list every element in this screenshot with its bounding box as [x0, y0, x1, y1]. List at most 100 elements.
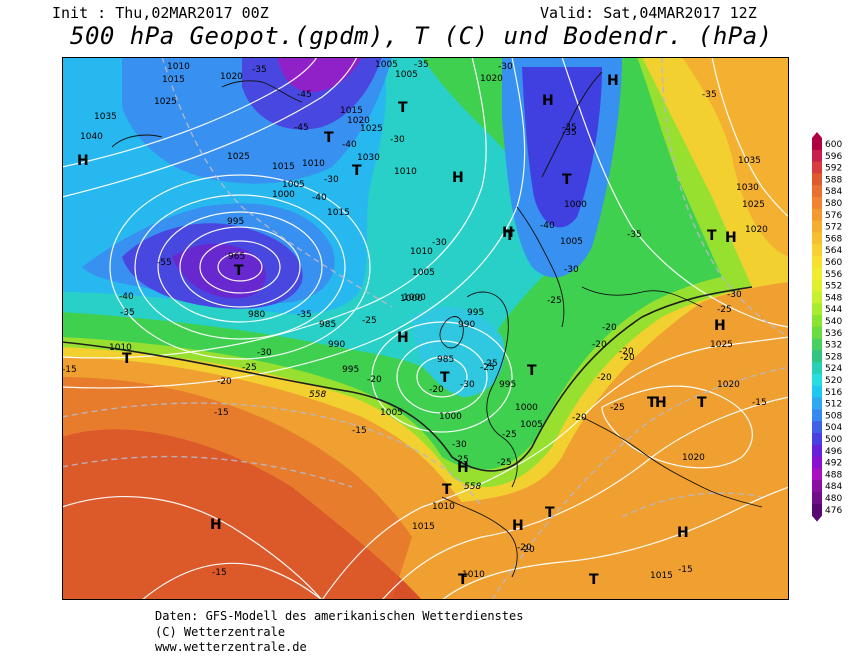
isobar-label: 1025: [360, 124, 383, 134]
field-red-sw2: [62, 377, 412, 600]
high-marker: H: [655, 395, 667, 411]
isobar-label: 1005: [380, 408, 403, 418]
contour-558-label: 558: [309, 390, 326, 400]
temp-label: -40: [342, 140, 357, 150]
scale-swatch: [812, 397, 822, 410]
temp-label: -20: [517, 543, 532, 553]
footer-copyright: (C) Wetterzentrale: [155, 625, 286, 639]
isobar-label: 1015: [272, 162, 295, 172]
scale-label: 560: [825, 258, 842, 268]
scale-arrow-bottom: [812, 515, 822, 522]
temp-label: -35: [627, 230, 642, 240]
scale-label: 504: [825, 423, 842, 433]
temp-label: -30: [432, 238, 447, 248]
scale-swatch: [812, 409, 822, 422]
temp-label: -25: [610, 403, 625, 413]
temp-label: -40: [540, 221, 555, 231]
contour-558: [62, 286, 753, 472]
temp-label: -20: [520, 545, 535, 555]
temp-labels: -45 -45 -35 -40 -30 -30 -35 -30 -30 -25 …: [62, 60, 767, 578]
scale-swatch: [812, 385, 822, 399]
scale-label: 532: [825, 341, 842, 351]
low-marker: T: [545, 505, 555, 521]
isobar-label: 1005: [375, 60, 398, 70]
temp-label: -25: [502, 430, 517, 440]
isobar-label: 1015: [412, 522, 435, 532]
scale-label: 544: [825, 305, 842, 315]
coastlines: [111, 71, 763, 578]
isobar-label: 1010: [462, 570, 485, 580]
scale-label: 576: [825, 211, 842, 221]
temp-label: -20: [367, 375, 382, 385]
temp-label: -15: [752, 398, 767, 408]
scale-swatch: [812, 256, 822, 269]
isobar-label: 1035: [94, 112, 117, 122]
scale-swatch: [812, 291, 822, 304]
isobar-label: 1015: [162, 75, 185, 85]
scale-label: 600: [825, 140, 842, 150]
isobar-label: 995: [467, 308, 484, 318]
temp-label: -20: [429, 385, 444, 395]
isobar-label: 1010: [109, 343, 132, 353]
isobar-label: 1000: [272, 190, 295, 200]
field-purple-north: [277, 57, 362, 92]
scale-swatch: [812, 492, 822, 505]
scale-swatch: [812, 456, 822, 469]
isobar-label: 1015: [650, 571, 673, 581]
temp-label: -25: [362, 316, 377, 326]
isobar-label: 1000: [515, 403, 538, 413]
valid-time: Valid: Sat,04MAR2017 12Z: [540, 4, 757, 22]
isobar-label: 1020: [347, 116, 370, 126]
scale-label: 500: [825, 435, 842, 445]
high-marker: H: [210, 517, 222, 533]
scale-label: 592: [825, 164, 842, 174]
temp-label: -35: [562, 128, 577, 138]
temp-label: -35: [252, 65, 267, 75]
isobar-label: 1000: [400, 294, 423, 304]
isobar-label: 980: [248, 310, 265, 320]
high-marker: H: [677, 525, 689, 541]
isobar-label: 995: [499, 380, 516, 390]
low-marker: T: [697, 395, 707, 411]
temp-label: -30: [390, 135, 405, 145]
scale-swatch: [812, 503, 822, 517]
scale-swatch: [812, 173, 822, 186]
scale-label: 564: [825, 246, 842, 256]
temp-label: -30: [498, 62, 513, 72]
scale-swatch: [812, 244, 822, 257]
low-marker: T: [458, 572, 468, 588]
temp-label: -15: [678, 565, 693, 575]
scale-label: 572: [825, 223, 842, 233]
temp-label: -15: [212, 568, 227, 578]
scale-label: 540: [825, 317, 842, 327]
scale-swatch: [812, 197, 822, 210]
isobar-lines: [62, 57, 789, 600]
isobar-label: 1000: [439, 412, 462, 422]
temp-label: -25: [454, 455, 469, 465]
isobar-label: 1020: [220, 72, 243, 82]
scale-arrow-top: [812, 132, 822, 138]
scale-swatch: [812, 374, 822, 387]
field-cyan-low: [412, 306, 505, 397]
high-marker: H: [452, 170, 464, 186]
low-marker: T: [442, 482, 452, 498]
scale-label: 480: [825, 494, 842, 504]
temp-label: -55: [157, 258, 172, 268]
field-ne-orange: [682, 57, 789, 257]
temperature-lines: [62, 57, 789, 600]
temp-label: -35: [120, 308, 135, 318]
low-marker: T: [398, 100, 408, 116]
temp-label: -15: [214, 408, 229, 418]
low-marker: T: [505, 228, 515, 244]
isobar-label: 1030: [357, 153, 380, 163]
high-marker: H: [397, 330, 409, 346]
temp-label: -30: [257, 348, 272, 358]
contour-558-label: 558: [464, 482, 481, 492]
isobar-label: 1005: [282, 180, 305, 190]
init-time: Init : Thu,02MAR2017 00Z: [52, 4, 269, 22]
temp-label: -35: [562, 123, 577, 133]
scale-label: 596: [825, 152, 842, 162]
isobar-label: 990: [458, 320, 475, 330]
temp-label: -20: [217, 377, 232, 387]
scale-swatch: [812, 138, 822, 151]
